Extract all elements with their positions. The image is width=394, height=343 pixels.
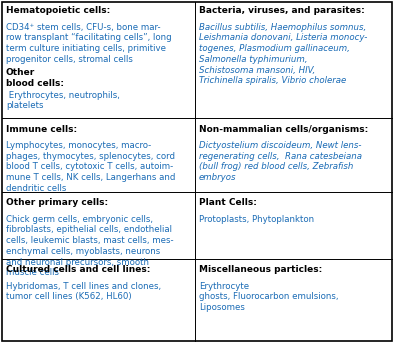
Text: Other primary cells:: Other primary cells: [6,198,108,207]
Text: Immune cells:: Immune cells: [6,125,77,133]
Text: Erythrocyte
ghosts, Fluorocarbon emulsions,
Liposomes: Erythrocyte ghosts, Fluorocarbon emulsio… [199,282,338,312]
Text: Erythrocytes, neutrophils,
platelets: Erythrocytes, neutrophils, platelets [6,91,120,110]
Text: Plant Cells:: Plant Cells: [199,198,257,207]
Text: Protoplasts, Phytoplankton: Protoplasts, Phytoplankton [199,215,314,224]
Text: CD34⁺ stem cells, CFU-s, bone mar-
row transplant “facilitating cells”, long
ter: CD34⁺ stem cells, CFU-s, bone mar- row t… [6,23,171,64]
Text: Cultured cells and cell lines:: Cultured cells and cell lines: [6,265,150,274]
Text: Dictyostelium discoideum, Newt lens-
regenerating cells,  Rana catesbeiana
(bull: Dictyostelium discoideum, Newt lens- reg… [199,141,362,182]
Text: Lymphocytes, monocytes, macro-
phages, thymocytes, splenocytes, cord
blood T cel: Lymphocytes, monocytes, macro- phages, t… [6,141,175,193]
Text: Miscellaneous particles:: Miscellaneous particles: [199,265,322,274]
Text: Hybridomas, T cell lines and clones,
tumor cell lines (K562, HL60): Hybridomas, T cell lines and clones, tum… [6,282,161,301]
Text: Other
blood cells:: Other blood cells: [6,68,64,88]
Text: Non-mammalian cells/organisms:: Non-mammalian cells/organisms: [199,125,368,133]
Text: Bacillus subtilis, Haemophilus somnus,
Leishmania donovani, Listeria monocy-
tog: Bacillus subtilis, Haemophilus somnus, L… [199,23,367,85]
Text: Hematopoietic cells:: Hematopoietic cells: [6,6,110,15]
Text: Bacteria, viruses, and parasites:: Bacteria, viruses, and parasites: [199,6,365,15]
Text: Chick germ cells, embryonic cells,
fibroblasts, epithelial cells, endothelial
ce: Chick germ cells, embryonic cells, fibro… [6,215,173,277]
